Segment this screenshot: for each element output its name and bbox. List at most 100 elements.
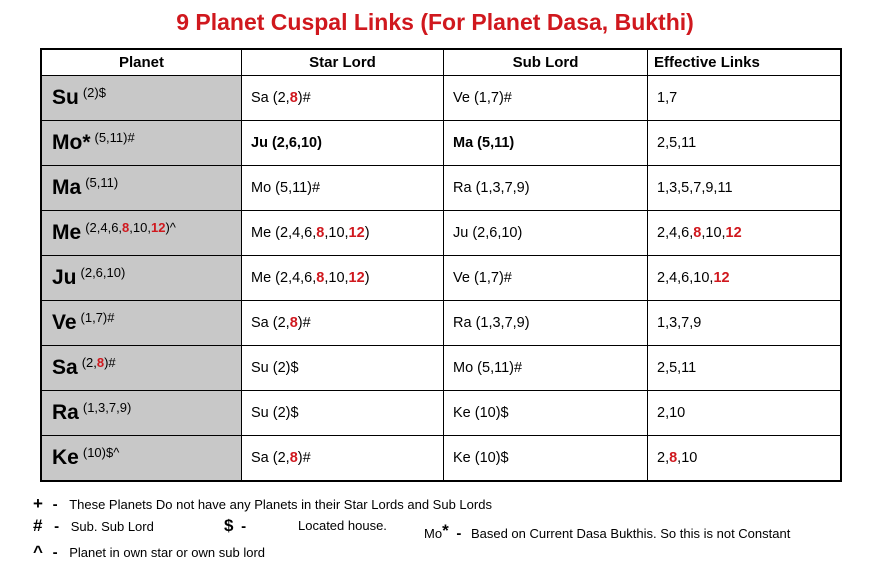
text-fragment: 8 xyxy=(693,225,702,241)
sub-lord-cell: Ra (1,3,7,9) xyxy=(443,300,648,346)
text-fragment: Sa (2, xyxy=(251,90,290,106)
planet-cell: Su (2)$ xyxy=(40,75,242,121)
legend-dash: - xyxy=(456,525,462,542)
caret-description: Planet in own star or own sub lord xyxy=(69,545,266,560)
text-fragment: 12 xyxy=(150,220,166,236)
text-fragment: ,10 xyxy=(677,450,698,466)
planet-houses: (2)$ xyxy=(82,85,106,101)
mo-label: Mo xyxy=(424,526,443,541)
table-header-row: Planet Star Lord Sub Lord Effective Link… xyxy=(40,48,842,76)
hash-description: Sub. Sub Lord xyxy=(70,519,154,534)
text-fragment: )# xyxy=(104,355,116,371)
table-row: Ve (1,7)# Sa (2,8)# Ra (1,3,7,9) 1,3,7,9 xyxy=(40,300,842,346)
text-fragment: Mo (5,11)# xyxy=(251,180,321,196)
planet-cell: Me (2,4,6,8,10,12)^ xyxy=(40,210,242,256)
planet-name: Ma xyxy=(52,176,82,200)
sub-lord-cell: Ma (5,11) xyxy=(443,120,648,166)
effective-links-cell: 2,4,6,10,12 xyxy=(647,255,842,301)
mo-description: Based on Current Dasa Bukthis. So this i… xyxy=(470,526,791,541)
star-lord-cell: Su (2)$ xyxy=(241,390,444,436)
text-fragment: Ju (2,6,10) xyxy=(453,225,523,241)
sub-lord-cell: Mo (5,11)# xyxy=(443,345,648,391)
planet-cell: Ke (10)$^ xyxy=(40,435,242,482)
text-fragment: Ma (5,11) xyxy=(453,135,515,151)
legend-hash: # - Sub. Sub Lord xyxy=(33,516,154,536)
planet-houses: (1,3,7,9) xyxy=(82,400,132,416)
legend-dollar: $ - xyxy=(224,516,246,536)
legend-plus: + - These Planets Do not have any Planet… xyxy=(33,494,492,514)
effective-links-cell: 1,3,5,7,9,11 xyxy=(647,165,842,211)
text-fragment: 1,3,5,7,9,11 xyxy=(657,180,733,196)
star-lord-cell: Me (2,4,6,8,10,12) xyxy=(241,255,444,301)
text-fragment: Ra (1,3,7,9) xyxy=(453,180,530,196)
text-fragment: 8 xyxy=(96,355,105,371)
planet-name: Ra xyxy=(52,401,79,425)
caret-symbol: ^ xyxy=(33,542,43,561)
planet-cell: Sa (2,8)# xyxy=(40,345,242,391)
text-fragment: Su (2)$ xyxy=(251,360,299,376)
dollar-symbol: $ xyxy=(224,516,234,535)
planet-name: Su xyxy=(52,86,79,110)
star-lord-cell: Sa (2,8)# xyxy=(241,300,444,346)
text-fragment: 8 xyxy=(122,220,130,236)
planet-houses: (2,8)# xyxy=(82,355,116,370)
text-fragment: )^ xyxy=(165,220,176,236)
planet-houses: (10)$^ xyxy=(82,445,120,461)
text-fragment: 8 xyxy=(316,270,325,286)
table-row: Ma (5,11) Mo (5,11)# Ra (1,3,7,9) 1,3,5,7,9,… xyxy=(40,165,842,211)
mo-star: * xyxy=(442,521,449,540)
planet-name: Ve xyxy=(52,311,77,335)
text-fragment: 8 xyxy=(669,450,678,466)
sub-lord-cell: Ke (10)$ xyxy=(443,435,648,482)
text-fragment: ) xyxy=(364,270,370,286)
text-fragment: 12 xyxy=(713,270,730,286)
sub-lord-cell: Ve (1,7)# xyxy=(443,255,648,301)
text-fragment: 8 xyxy=(316,225,325,241)
legend-mo: Mo* - Based on Current Dasa Bukthis. So … xyxy=(424,521,790,542)
text-fragment: Ke (10)$ xyxy=(453,405,509,421)
table-body: Su (2)$ Sa (2,8)# Ve (1,7)# 1,7 Mo* (5,11)# Ju … xyxy=(40,75,842,482)
text-fragment: ,10, xyxy=(701,225,726,241)
text-fragment: Ju (2,6,10) xyxy=(251,135,322,151)
effective-links-cell: 1,7 xyxy=(647,75,842,121)
effective-links-cell: 2,5,11 xyxy=(647,120,842,166)
text-fragment: ,10, xyxy=(129,220,151,236)
text-fragment: Ve (1,7)# xyxy=(453,90,512,106)
text-fragment: 2, xyxy=(657,450,670,466)
text-fragment: 2,4,6,10, xyxy=(657,270,714,286)
text-fragment: 2,4,6, xyxy=(657,225,694,241)
planet-houses: (5,11)# xyxy=(94,130,135,146)
table-row: Ke (10)$^ Sa (2,8)# Ke (10)$ 2,8,10 xyxy=(40,435,842,482)
effective-links-cell: 2,10 xyxy=(647,390,842,436)
text-fragment: Mo (5,11)# xyxy=(453,360,523,376)
sub-lord-cell: Ra (1,3,7,9) xyxy=(443,165,648,211)
text-fragment: 12 xyxy=(725,225,742,241)
legend-dash: - xyxy=(241,518,247,535)
dollar-description: Located house. xyxy=(298,518,387,533)
effective-links-cell: 1,3,7,9 xyxy=(647,300,842,346)
effective-links-cell: 2,5,11 xyxy=(647,345,842,391)
planet-cell: Ve (1,7)# xyxy=(40,300,242,346)
planet-houses: (2,4,6,8,10,12)^ xyxy=(85,220,176,235)
effective-links-cell: 2,4,6,8,10,12 xyxy=(647,210,842,256)
sub-lord-cell: Ve (1,7)# xyxy=(443,75,648,121)
hash-symbol: # xyxy=(33,516,43,535)
table-row: Sa (2,8)# Su (2)$ Mo (5,11)# 2,5,11 xyxy=(40,345,842,391)
table-row: Ju (2,6,10) Me (2,4,6,8,10,12) Ve (1,7)# 2,4… xyxy=(40,255,842,301)
text-fragment: ,10, xyxy=(324,270,349,286)
text-fragment: Ke (10)$ xyxy=(453,450,509,466)
text-fragment: 1,7 xyxy=(657,90,678,106)
text-fragment: ) xyxy=(364,225,370,241)
text-fragment: Ra (1,3,7,9) xyxy=(453,315,530,331)
text-fragment: )# xyxy=(297,315,311,331)
text-fragment: 2,5,11 xyxy=(657,135,697,151)
star-lord-cell: Sa (2,8)# xyxy=(241,435,444,482)
sub-lord-cell: Ju (2,6,10) xyxy=(443,210,648,256)
planet-houses: (1,7)# xyxy=(80,310,115,326)
header-star-lord: Star Lord xyxy=(241,48,444,76)
plus-description: These Planets Do not have any Planets in… xyxy=(69,497,492,512)
cuspal-links-table: Planet Star Lord Sub Lord Effective Link… xyxy=(40,48,842,482)
page-title: 9 Planet Cuspal Links (For Planet Dasa, … xyxy=(176,9,694,35)
text-fragment: 2,5,11 xyxy=(657,360,697,376)
text-fragment: Sa (2, xyxy=(251,315,290,331)
